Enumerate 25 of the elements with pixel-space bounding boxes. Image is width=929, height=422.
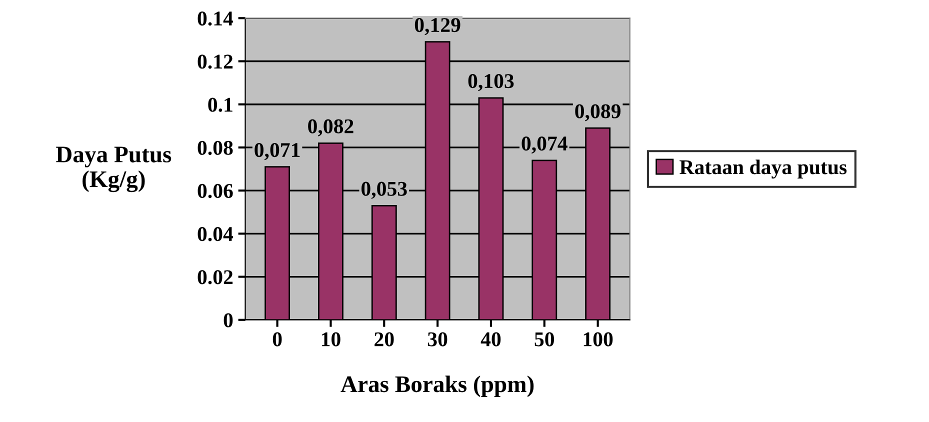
y-tick-label: 0.06	[198, 184, 233, 198]
y-tick-label: 0.04	[198, 227, 234, 242]
x-tick-label: 40	[480, 332, 501, 346]
data-label: 0,103	[468, 74, 514, 92]
y-tick-label: 0.02	[198, 270, 233, 284]
y-tick-label: 0.14	[198, 12, 234, 26]
x-axis-title: Aras Boraks (ppm)	[340, 376, 534, 397]
y-tick-label: 0.12	[198, 54, 233, 69]
data-label: 0,082	[308, 119, 354, 136]
data-label: 0,074	[522, 136, 568, 154]
x-tick-label: 10	[322, 332, 340, 346]
x-tick-label: 50	[534, 332, 554, 346]
data-label: 0,129	[414, 18, 460, 36]
data-label: 0,071	[254, 143, 300, 160]
data-label: 0,053	[362, 182, 407, 199]
x-tick-label: 20	[374, 332, 394, 346]
data-label: 0,089	[575, 104, 620, 122]
y-tick-label: 0.1	[208, 98, 232, 112]
legend-label: Rataan daya putus	[680, 160, 847, 179]
x-tick-label: 30	[428, 332, 448, 346]
x-tick-label: 0	[272, 332, 282, 346]
y-tick-label: 0	[224, 313, 233, 328]
x-tick-label: 100	[584, 332, 613, 346]
y-axis-title: Daya Putus (Kg/g)	[56, 146, 172, 192]
y-tick-label: 0.08	[198, 140, 233, 155]
